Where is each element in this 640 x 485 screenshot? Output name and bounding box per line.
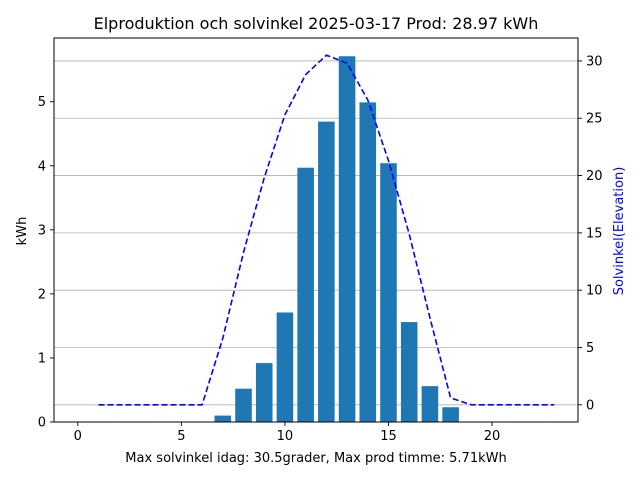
y2-tick-label: 5 [586, 341, 594, 356]
x-tick-label: 10 [277, 429, 294, 444]
y-tick-label: 4 [38, 159, 46, 174]
y-tick-label: 5 [38, 95, 46, 110]
bar [214, 415, 232, 422]
y2-tick-label: 25 [586, 112, 603, 127]
bar [400, 322, 418, 422]
bar [442, 407, 459, 422]
line-layer [98, 54, 555, 406]
y-left-tick-layer: 0 1 2 3 4 5 [38, 95, 54, 431]
bar-layer [214, 56, 459, 422]
bar [235, 388, 252, 422]
y2-tick-label: 30 [586, 54, 603, 69]
y-tick-label: 1 [38, 351, 46, 366]
x-axis-label: Max solvinkel idag: 30.5grader, Max prod… [125, 451, 506, 466]
chart-title: Elproduktion och solvinkel 2025-03-17 Pr… [94, 14, 539, 33]
y2-tick-label: 0 [586, 398, 594, 413]
x-tick-label: 20 [484, 429, 501, 444]
x-tick-label: 0 [74, 429, 82, 444]
bar [359, 102, 377, 422]
y2-tick-label: 15 [586, 226, 603, 241]
bar [338, 56, 356, 422]
x-tick-label: 5 [177, 429, 185, 444]
y-tick-label: 3 [38, 223, 46, 238]
bar [297, 167, 314, 422]
y2-tick-label: 20 [586, 169, 603, 184]
bar [318, 121, 335, 422]
elevation-line [98, 54, 555, 406]
y-axis-label: kWh [15, 217, 30, 246]
x-tick-label: 15 [380, 429, 397, 444]
bar [421, 386, 439, 422]
y-right-tick-layer: 0 5 10 15 20 25 30 [578, 54, 603, 413]
y-tick-label: 2 [38, 287, 46, 302]
bar [255, 363, 273, 422]
y-tick-label: 0 [38, 416, 46, 431]
y2-tick-label: 10 [586, 284, 603, 299]
bar [380, 163, 397, 422]
x-tick-layer: 0 5 10 15 20 [74, 422, 501, 444]
grid-layer [54, 60, 578, 406]
y2-axis-label: Solvinkel(Elevation) [612, 167, 627, 296]
bar [276, 312, 294, 422]
